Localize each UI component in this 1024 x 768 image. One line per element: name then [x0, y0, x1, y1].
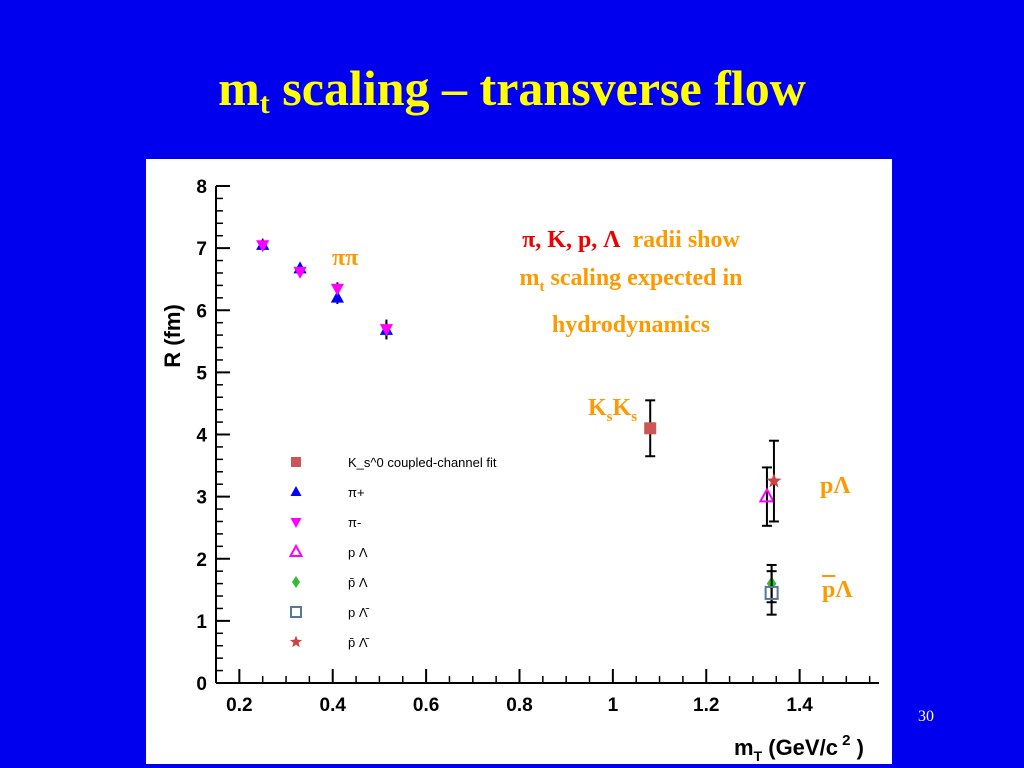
legend-marker-3: [288, 543, 304, 557]
slide-number: 30: [918, 708, 934, 725]
particle-list: π, K, p, Λ: [522, 227, 621, 253]
data-point-series-5-point-0: [764, 585, 779, 600]
y-tick-label: 0: [196, 674, 207, 695]
y-tick-label: 7: [196, 239, 207, 260]
data-point-series-2-point-1: [293, 266, 307, 279]
y-tick-label: 2: [196, 550, 207, 571]
x-tick-label: 0.4: [320, 695, 347, 716]
x-tick-label: 0.6: [413, 695, 439, 716]
x-tick-label: 0.2: [226, 695, 252, 716]
plot-panel: 0 1 2 3 4 5 6 7 8 0.2 0.4 0.6 0.8 1 1.2 1.4 R (fm) mT (Ge…: [146, 159, 892, 764]
slide-title: mt scaling – transverse flow: [218, 60, 806, 120]
y-tick-label: 1: [196, 612, 207, 633]
x-tick-label: 1.2: [693, 695, 719, 716]
pipi-label: ππ: [332, 245, 359, 271]
legend-label-1: π+: [348, 485, 365, 500]
hydro-note: π, K, p, Λ radii show mt scaling expecte…: [519, 227, 743, 338]
legend-label-3: p Λ: [348, 545, 368, 560]
y-tick-label: 4: [196, 426, 207, 447]
legend-marker-6: [289, 635, 303, 648]
legend-label-4: p̄ Λ: [348, 575, 368, 590]
data-point-series-0-point-0: [644, 422, 657, 435]
legend-marker-2: [290, 518, 302, 528]
y-tick-label: 5: [196, 363, 207, 384]
scatter-plot: 0 1 2 3 4 5 6 7 8 0.2 0.4 0.6 0.8 1 1.2 1.4 R (fm) mT (Ge…: [160, 177, 879, 764]
data-point-series-2-point-2: [330, 283, 344, 296]
data-point-series-2-point-0: [256, 240, 270, 253]
kk-label: KsKs: [588, 395, 638, 425]
legend-label-6: p̄ Λ̄: [348, 635, 370, 650]
data-point-series-2-point-3: [379, 324, 394, 337]
x-tick-label: 0.8: [506, 695, 532, 716]
legend-marker-1: [290, 486, 302, 496]
legend-marker-5: [290, 606, 302, 618]
data-point-series-3-point-0: [758, 487, 776, 503]
y-tick-label: 3: [196, 488, 207, 509]
plambda-label: pΛ: [820, 473, 851, 499]
x-axis-label: mT (GeV/c 2 ): [734, 732, 864, 764]
legend-label-5: p Λ̄: [348, 605, 370, 620]
legend-marker-4: [292, 576, 300, 588]
y-tick-label: 8: [196, 177, 207, 198]
data-point-series-1-point-2: [330, 290, 344, 303]
legend-label-0: K_s^0 coupled-channel fit: [348, 455, 497, 470]
pbarlambda-label: pΛ: [822, 577, 853, 603]
data-point-series-6-point-0: [766, 473, 782, 488]
legend-label-2: π-: [348, 515, 361, 530]
y-axis-label: R (fm): [160, 304, 185, 368]
y-tick-label: 6: [196, 301, 207, 322]
legend-marker-0: [291, 457, 301, 467]
x-tick-label: 1.4: [786, 695, 813, 716]
x-tick-label: 1: [608, 695, 619, 716]
